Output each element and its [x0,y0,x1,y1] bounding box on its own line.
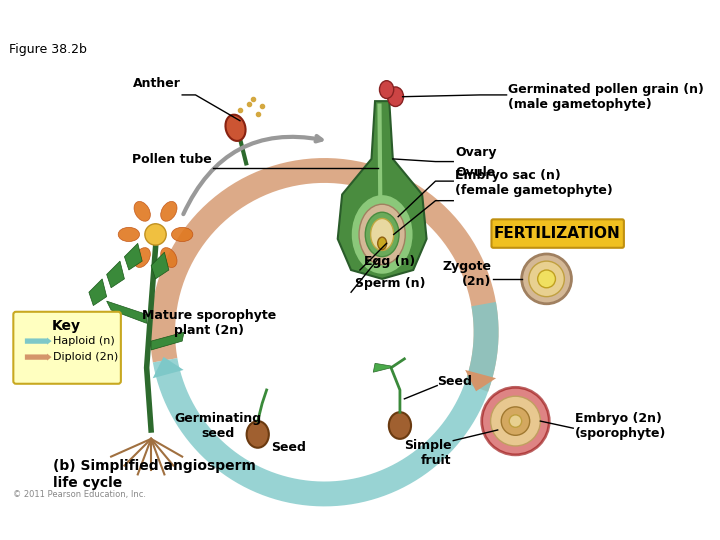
Circle shape [482,387,549,455]
Circle shape [528,261,564,296]
Ellipse shape [161,248,177,267]
Ellipse shape [378,237,387,249]
Ellipse shape [359,204,405,265]
Circle shape [145,224,166,245]
FancyArrow shape [25,338,52,345]
Circle shape [522,254,572,304]
Polygon shape [150,158,498,392]
Text: Germinated pollen grain (n)
(male gametophyte): Germinated pollen grain (n) (male gameto… [508,83,704,111]
Polygon shape [153,302,498,507]
Ellipse shape [379,80,394,98]
Ellipse shape [389,412,411,439]
Text: Simple
fruit: Simple fruit [404,439,451,467]
Circle shape [501,407,530,435]
Ellipse shape [351,194,413,274]
Text: Pollen tube: Pollen tube [132,153,212,166]
Ellipse shape [118,227,140,241]
FancyBboxPatch shape [492,219,624,248]
Ellipse shape [134,201,150,221]
Polygon shape [125,244,142,270]
Text: Zygote
(2n): Zygote (2n) [443,260,492,288]
Text: Germinating
seed: Germinating seed [174,411,261,440]
Text: Sperm (n): Sperm (n) [356,278,426,291]
FancyArrow shape [25,354,52,361]
Ellipse shape [134,248,150,267]
Text: Embryo (2n)
(sporophyte): Embryo (2n) (sporophyte) [575,411,667,440]
Text: Mature sporophyte
plant (2n): Mature sporophyte plant (2n) [142,309,276,338]
Ellipse shape [225,114,246,141]
Ellipse shape [161,201,177,221]
Text: Seed: Seed [271,441,306,454]
Ellipse shape [387,87,403,106]
Text: Diploid (2n): Diploid (2n) [53,352,119,362]
Circle shape [509,415,522,427]
Polygon shape [373,363,391,372]
Text: Embryo sac (n)
(female gametophyte): Embryo sac (n) (female gametophyte) [455,169,613,197]
Polygon shape [89,279,107,306]
Text: Anther: Anther [132,77,181,91]
Text: Ovary: Ovary [455,146,497,159]
Text: Figure 38.2b: Figure 38.2b [9,43,87,56]
Polygon shape [107,261,125,288]
Text: Ovule: Ovule [455,166,495,179]
Text: Key: Key [52,319,81,333]
Text: FERTILIZATION: FERTILIZATION [494,226,621,241]
Circle shape [490,396,540,446]
Ellipse shape [365,212,399,256]
Polygon shape [153,357,184,378]
Text: © 2011 Pearson Education, Inc.: © 2011 Pearson Education, Inc. [14,490,146,500]
FancyBboxPatch shape [14,312,121,384]
Text: (b) Simplified angiosperm
life cycle: (b) Simplified angiosperm life cycle [53,460,256,489]
Polygon shape [107,301,147,323]
Circle shape [538,270,555,288]
Polygon shape [465,370,496,392]
Polygon shape [151,252,169,279]
Ellipse shape [171,227,193,241]
Polygon shape [151,332,184,350]
Ellipse shape [371,219,394,251]
Text: Haploid (n): Haploid (n) [53,336,115,346]
Polygon shape [338,101,426,279]
Text: Seed: Seed [437,375,472,388]
Text: Egg (n): Egg (n) [364,255,415,268]
Ellipse shape [247,421,269,448]
